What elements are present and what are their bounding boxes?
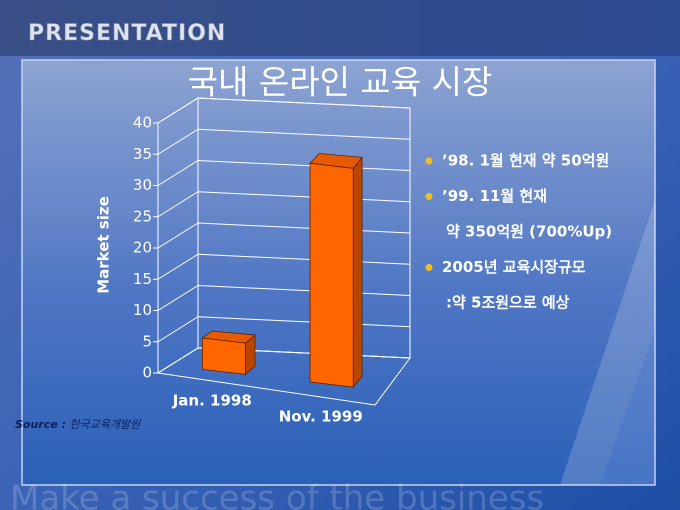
y-tick-label: 35 (133, 145, 152, 163)
y-axis-label: Market size (95, 196, 113, 294)
bullet-text: ’99. 11월 현재 (442, 187, 547, 205)
bullet-dot (425, 157, 433, 165)
bar (309, 153, 363, 389)
y-tick-label: 20 (133, 239, 152, 257)
y-tick-label: 30 (133, 176, 152, 194)
source-text: 한국교육개발원 (69, 418, 141, 431)
y-tick-label: 5 (142, 332, 152, 350)
x-tick-label: Nov. 1999 (279, 408, 363, 426)
header: PRESENTATION (28, 21, 226, 46)
grid-line (157, 97, 411, 124)
y-tick-label: 15 (133, 270, 152, 288)
bullet-text: :약 5조원으로 예상 (446, 294, 570, 312)
y-tick-label: 40 (133, 114, 152, 132)
bar-front (309, 162, 354, 388)
y-tick-label: 25 (133, 207, 152, 225)
bullet-text: 약 350억원 (700%Up) (446, 223, 612, 241)
bullet-dot (425, 193, 433, 200)
source: Source : 한국교육개발원 (15, 418, 141, 431)
slide-title: 국내 온라인 교육 시장 (188, 63, 493, 102)
bullet-text: 2005년 교육시장규모 (442, 258, 586, 276)
building-decoration (560, 200, 655, 485)
source-label: Source : (15, 418, 66, 431)
x-tick-label: Jan. 1998 (172, 392, 252, 410)
y-tick-label: 0 (142, 364, 152, 382)
bar-side (352, 156, 363, 389)
grid-line (157, 128, 411, 155)
header-bar (0, 0, 680, 56)
watermark: Make a success of the business (10, 479, 544, 510)
chart: 0 5 10 15 20 25 30 35 40 Jan. 1998 Nov. 1999 (133, 97, 411, 426)
bar-front (201, 337, 246, 375)
bullet-text: ’98. 1월 현재 약 50억원 (442, 152, 609, 170)
y-tick-label: 10 (133, 301, 152, 319)
bullet-list: ’98. 1월 현재 약 50억원 ’99. 11월 현재약 350억원 (700… (425, 152, 612, 312)
bar (201, 330, 256, 376)
bullet-dot (425, 264, 433, 271)
